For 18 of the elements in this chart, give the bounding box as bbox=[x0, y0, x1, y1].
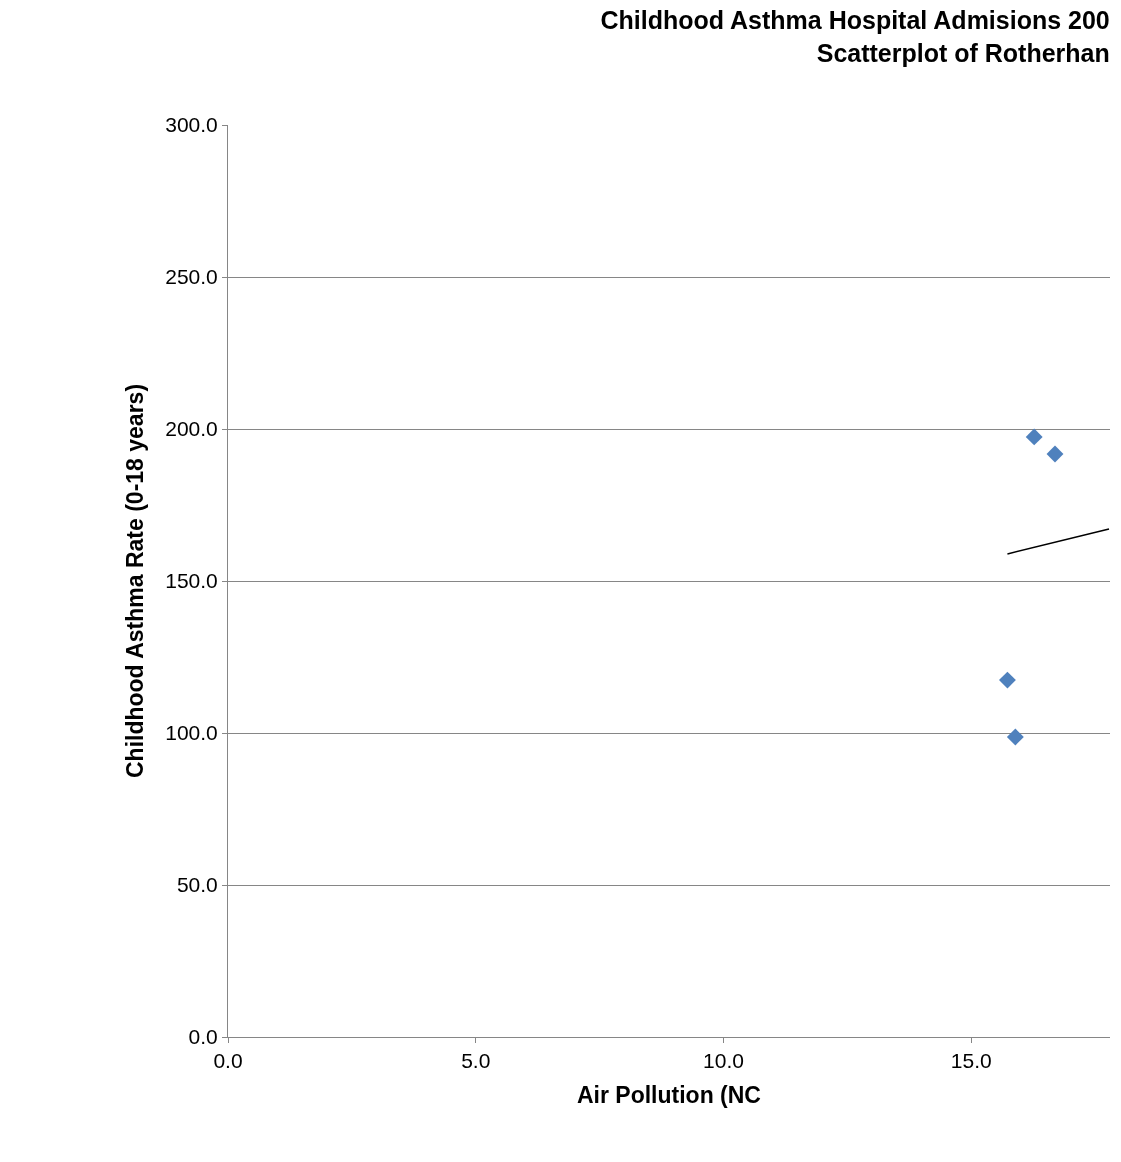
point bbox=[1046, 445, 1064, 463]
y-axis-title: Childhood Asthma Rate (0-18 years) bbox=[121, 383, 148, 779]
y-tick-label: 300.0 bbox=[165, 113, 218, 137]
x-tick-label: 15.0 bbox=[950, 1049, 992, 1073]
y-tick-label: 150.0 bbox=[165, 569, 218, 593]
y-tick-label: 250.0 bbox=[165, 265, 218, 289]
y-tick-label: 0.0 bbox=[188, 1025, 218, 1049]
point bbox=[1006, 728, 1024, 746]
y-tick-label: 200.0 bbox=[165, 417, 218, 441]
x-tick-label: 5.0 bbox=[461, 1049, 491, 1073]
point bbox=[1025, 428, 1043, 446]
y-tick-label: 100.0 bbox=[165, 721, 218, 745]
chart-title: Childhood Asthma Hospital Admisions 200 Scatterplot of Rotherhan bbox=[600, 6, 1110, 67]
x-tick-label: 10.0 bbox=[703, 1049, 744, 1073]
y-tick-label: 50.0 bbox=[176, 873, 218, 897]
x-axis-title: Air Pollution (NC bbox=[577, 1081, 761, 1108]
point bbox=[998, 671, 1016, 689]
x-tick-label: 0.0 bbox=[213, 1049, 243, 1073]
